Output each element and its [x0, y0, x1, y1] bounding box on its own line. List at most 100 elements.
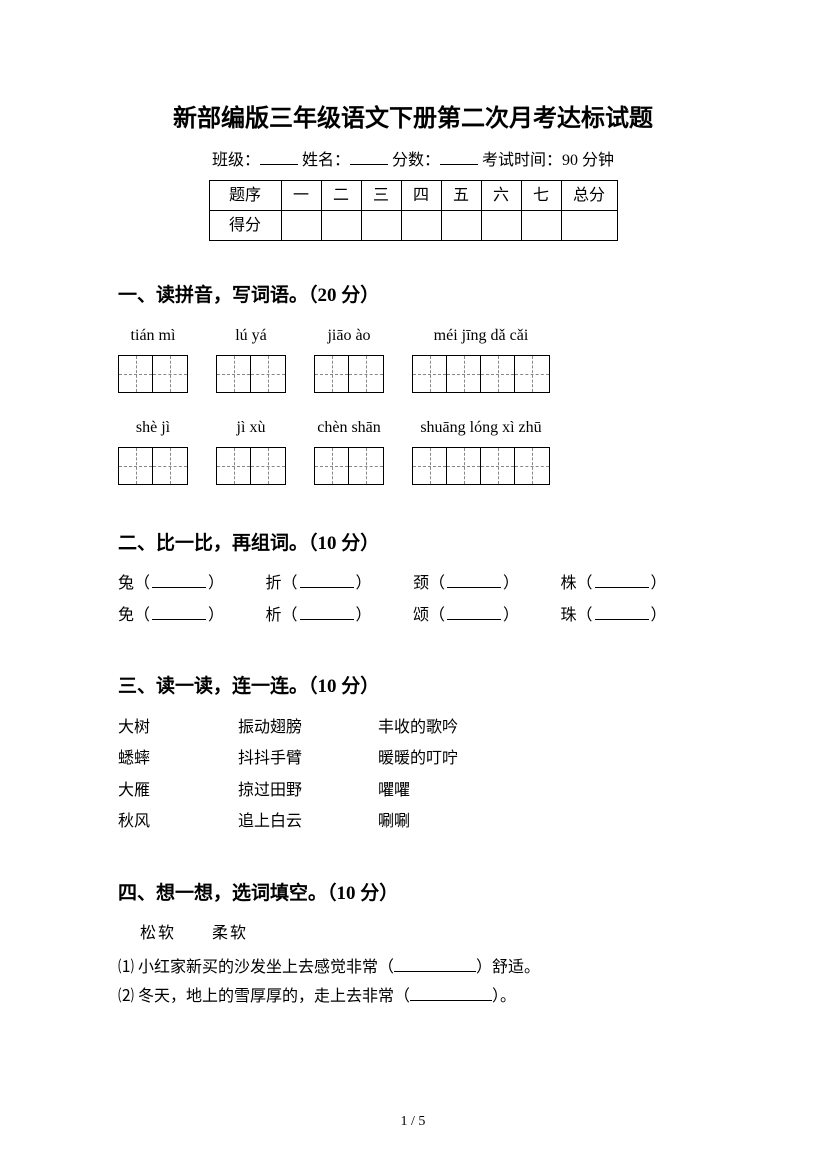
- match-cell: 丰收的歌吟: [378, 715, 458, 741]
- match-cell: 掠过田野: [238, 778, 378, 804]
- match-row: 蟋蟀抖抖手臂暖暖的叮咛: [118, 746, 708, 772]
- compare-close: ）: [356, 571, 372, 597]
- pinyin-block: chèn shān: [314, 415, 384, 485]
- compare-close: ）: [651, 571, 667, 597]
- compare-item: 颂（ ）: [413, 603, 561, 629]
- line-prefix: ⑴ 小红家新买的沙发坐上去感觉非常（: [118, 959, 394, 976]
- fill-blank[interactable]: [394, 971, 476, 972]
- compare-close: ）: [208, 603, 224, 629]
- score-header-cell: 七: [521, 180, 561, 210]
- wordbank: 松软 柔软: [140, 921, 708, 947]
- match-cell: 秋风: [118, 809, 238, 835]
- class-label: 班级：: [212, 152, 260, 169]
- compare-blank[interactable]: [300, 587, 354, 588]
- match-cell: 振动翅膀: [238, 715, 378, 741]
- compare-blank[interactable]: [152, 619, 206, 620]
- char-cell[interactable]: [251, 448, 285, 484]
- char-cell[interactable]: [349, 448, 383, 484]
- compare-blank[interactable]: [447, 587, 501, 588]
- char-grid[interactable]: [314, 355, 384, 393]
- class-blank[interactable]: [260, 164, 298, 165]
- char-grid[interactable]: [216, 355, 286, 393]
- pinyin-block: méi jīng dǎ cǎi: [412, 323, 550, 393]
- char-cell[interactable]: [481, 356, 515, 392]
- score-input-cell[interactable]: [561, 210, 617, 240]
- compare-item: 颈（）: [413, 571, 561, 597]
- score-input-cell[interactable]: [321, 210, 361, 240]
- score-header-cell: 五: [441, 180, 481, 210]
- pinyin-block: jiāo ào: [314, 323, 384, 393]
- char-cell[interactable]: [217, 356, 251, 392]
- score-row-label: 得分: [209, 210, 281, 240]
- info-line: 班级： 姓名： 分数： 考试时间：90 分钟: [118, 148, 708, 174]
- compare-close: ）: [651, 603, 667, 629]
- compare-item: 折（ ）: [266, 571, 414, 597]
- char-grid[interactable]: [118, 447, 188, 485]
- pinyin-block: jì xù: [216, 415, 286, 485]
- match-cell: 唰唰: [378, 809, 410, 835]
- pinyin-label: chèn shān: [317, 415, 381, 441]
- char-cell[interactable]: [119, 356, 153, 392]
- section-4-heading: 四、想一想，选词填空。（10 分）: [118, 879, 708, 909]
- char-cell[interactable]: [413, 356, 447, 392]
- char-grid[interactable]: [216, 447, 286, 485]
- char-cell[interactable]: [315, 448, 349, 484]
- compare-blank[interactable]: [152, 587, 206, 588]
- char-cell[interactable]: [217, 448, 251, 484]
- compare-item: 兔（）: [118, 571, 266, 597]
- compare-char: 株（: [561, 571, 593, 597]
- char-cell[interactable]: [251, 356, 285, 392]
- char-cell[interactable]: [315, 356, 349, 392]
- name-blank[interactable]: [350, 164, 388, 165]
- char-grid[interactable]: [314, 447, 384, 485]
- match-row: 大树振动翅膀丰收的歌吟: [118, 715, 708, 741]
- char-cell[interactable]: [481, 448, 515, 484]
- score-input-cell[interactable]: [281, 210, 321, 240]
- char-cell[interactable]: [515, 356, 549, 392]
- compare-close: ）: [208, 571, 224, 597]
- page-number: 1 / 5: [0, 1111, 826, 1133]
- score-input-cell[interactable]: [401, 210, 441, 240]
- compare-char: 折（: [266, 571, 298, 597]
- pinyin-block: lú yá: [216, 323, 286, 393]
- score-header-cell: 三: [361, 180, 401, 210]
- line-suffix: ）舒适。: [476, 959, 540, 976]
- compare-close: ）: [503, 603, 519, 629]
- compare-char: 颂（: [413, 603, 445, 629]
- compare-blank[interactable]: [595, 587, 649, 588]
- compare-char: 析（: [266, 603, 298, 629]
- match-row: 秋风追上白云唰唰: [118, 809, 708, 835]
- char-cell[interactable]: [447, 356, 481, 392]
- score-input-cell[interactable]: [361, 210, 401, 240]
- compare-char: 免（: [118, 603, 150, 629]
- compare-char: 颈（: [413, 571, 445, 597]
- match-row: 大雁掠过田野㘗㘗: [118, 778, 708, 804]
- score-input-cell[interactable]: [521, 210, 561, 240]
- char-cell[interactable]: [153, 356, 187, 392]
- char-grid[interactable]: [412, 355, 550, 393]
- match-cell: 追上白云: [238, 809, 378, 835]
- compare-blank[interactable]: [447, 619, 501, 620]
- char-grid[interactable]: [412, 447, 550, 485]
- char-cell[interactable]: [119, 448, 153, 484]
- char-cell[interactable]: [413, 448, 447, 484]
- score-input-cell[interactable]: [441, 210, 481, 240]
- fill-blank[interactable]: [410, 1000, 492, 1001]
- pinyin-block: tián mì: [118, 323, 188, 393]
- section-1: 一、读拼音，写词语。（20 分） tián mì lú yá jiāo ào méi …: [118, 281, 708, 485]
- char-cell[interactable]: [447, 448, 481, 484]
- section-2-heading: 二、比一比，再组词。（10 分）: [118, 529, 708, 559]
- compare-blank[interactable]: [595, 619, 649, 620]
- char-cell[interactable]: [515, 448, 549, 484]
- score-header-cell: 六: [481, 180, 521, 210]
- score-input-cell[interactable]: [481, 210, 521, 240]
- char-cell[interactable]: [349, 356, 383, 392]
- char-grid[interactable]: [118, 355, 188, 393]
- compare-blank[interactable]: [300, 619, 354, 620]
- pinyin-label: shè jì: [136, 415, 170, 441]
- section-1-heading: 一、读拼音，写词语。（20 分）: [118, 281, 708, 311]
- score-blank[interactable]: [440, 164, 478, 165]
- pinyin-block: shuāng lóng xì zhū: [412, 415, 550, 485]
- char-cell[interactable]: [153, 448, 187, 484]
- time-label: 考试时间：90 分钟: [482, 152, 614, 169]
